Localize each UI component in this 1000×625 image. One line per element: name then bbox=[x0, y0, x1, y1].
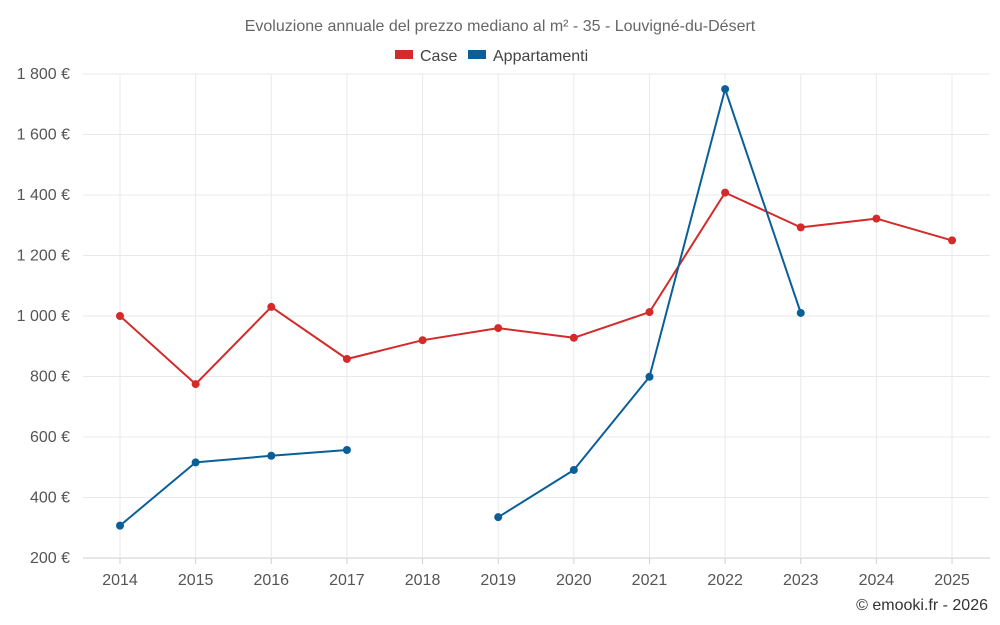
chart-title: Evoluzione annuale del prezzo mediano al… bbox=[245, 18, 756, 35]
series-line-case bbox=[119, 191, 953, 386]
y-tick-label: 1 000 € bbox=[17, 308, 70, 325]
x-tick-label: 2025 bbox=[934, 572, 970, 589]
x-tick-label: 2014 bbox=[102, 572, 138, 589]
data-point-appartamenti[interactable] bbox=[342, 446, 351, 455]
data-point-case[interactable] bbox=[418, 336, 427, 345]
y-tick-label: 1 400 € bbox=[17, 187, 70, 204]
legend-swatch-appartamenti bbox=[468, 50, 486, 59]
legend-label-case[interactable]: Case bbox=[420, 48, 457, 65]
y-tick-label: 1 200 € bbox=[17, 248, 70, 265]
data-point-case[interactable] bbox=[872, 214, 881, 223]
data-point-appartamenti[interactable] bbox=[494, 513, 503, 522]
data-point-case[interactable] bbox=[191, 380, 200, 389]
x-tick-label: 2020 bbox=[556, 572, 592, 589]
data-point-appartamenti[interactable] bbox=[191, 458, 200, 467]
data-point-case[interactable] bbox=[948, 236, 957, 245]
x-tick-label: 2021 bbox=[632, 572, 668, 589]
data-point-case[interactable] bbox=[569, 333, 578, 342]
data-point-case[interactable] bbox=[721, 188, 730, 197]
x-tick-label: 2022 bbox=[707, 572, 743, 589]
data-point-case[interactable] bbox=[116, 312, 124, 320]
y-tick-label: 800 € bbox=[30, 369, 70, 386]
data-point-appartamenti[interactable] bbox=[267, 451, 276, 460]
gridlines bbox=[83, 73, 990, 559]
series-appartamenti bbox=[116, 85, 805, 530]
x-tick-label: 2019 bbox=[480, 572, 516, 589]
data-point-case[interactable] bbox=[342, 354, 351, 363]
x-tick-label: 2016 bbox=[253, 572, 289, 589]
series-layer bbox=[116, 85, 957, 530]
data-point-case[interactable] bbox=[494, 324, 503, 333]
data-point-appartamenti[interactable] bbox=[796, 308, 805, 317]
series-case bbox=[116, 188, 957, 389]
x-tick-label: 2024 bbox=[859, 572, 895, 589]
y-tick-label: 600 € bbox=[30, 429, 70, 446]
series-line-appartamenti bbox=[119, 449, 347, 527]
x-tick-label: 2023 bbox=[783, 572, 819, 589]
y-tick-label: 1 600 € bbox=[17, 127, 70, 144]
x-tick-label: 2018 bbox=[405, 572, 441, 589]
data-point-appartamenti[interactable] bbox=[721, 85, 730, 94]
data-point-case[interactable] bbox=[645, 308, 654, 317]
legend-label-appartamenti[interactable]: Appartamenti bbox=[493, 48, 588, 65]
y-tick-label: 400 € bbox=[30, 490, 70, 507]
legend: Case Appartamenti bbox=[395, 48, 588, 65]
y-axis: 200 € 400 € 600 € 800 € 1 000 € 1 200 € 1 400 … bbox=[17, 66, 70, 567]
x-tick-label: 2017 bbox=[329, 572, 365, 589]
data-point-appartamenti[interactable] bbox=[116, 521, 124, 530]
y-tick-label: 200 € bbox=[30, 550, 70, 567]
y-tick-label: 1 800 € bbox=[17, 66, 70, 83]
legend-swatch-case bbox=[395, 50, 413, 59]
data-point-appartamenti[interactable] bbox=[569, 465, 578, 474]
data-point-case[interactable] bbox=[267, 302, 276, 311]
data-point-appartamenti[interactable] bbox=[645, 372, 654, 381]
credit-text: © emooki.fr - 2026 bbox=[856, 597, 988, 614]
x-axis: 2014 2015 2016 2017 2018 2019 2020 2021 2022 2023… bbox=[102, 558, 970, 589]
data-point-case[interactable] bbox=[796, 223, 805, 232]
x-tick-label: 2015 bbox=[178, 572, 214, 589]
